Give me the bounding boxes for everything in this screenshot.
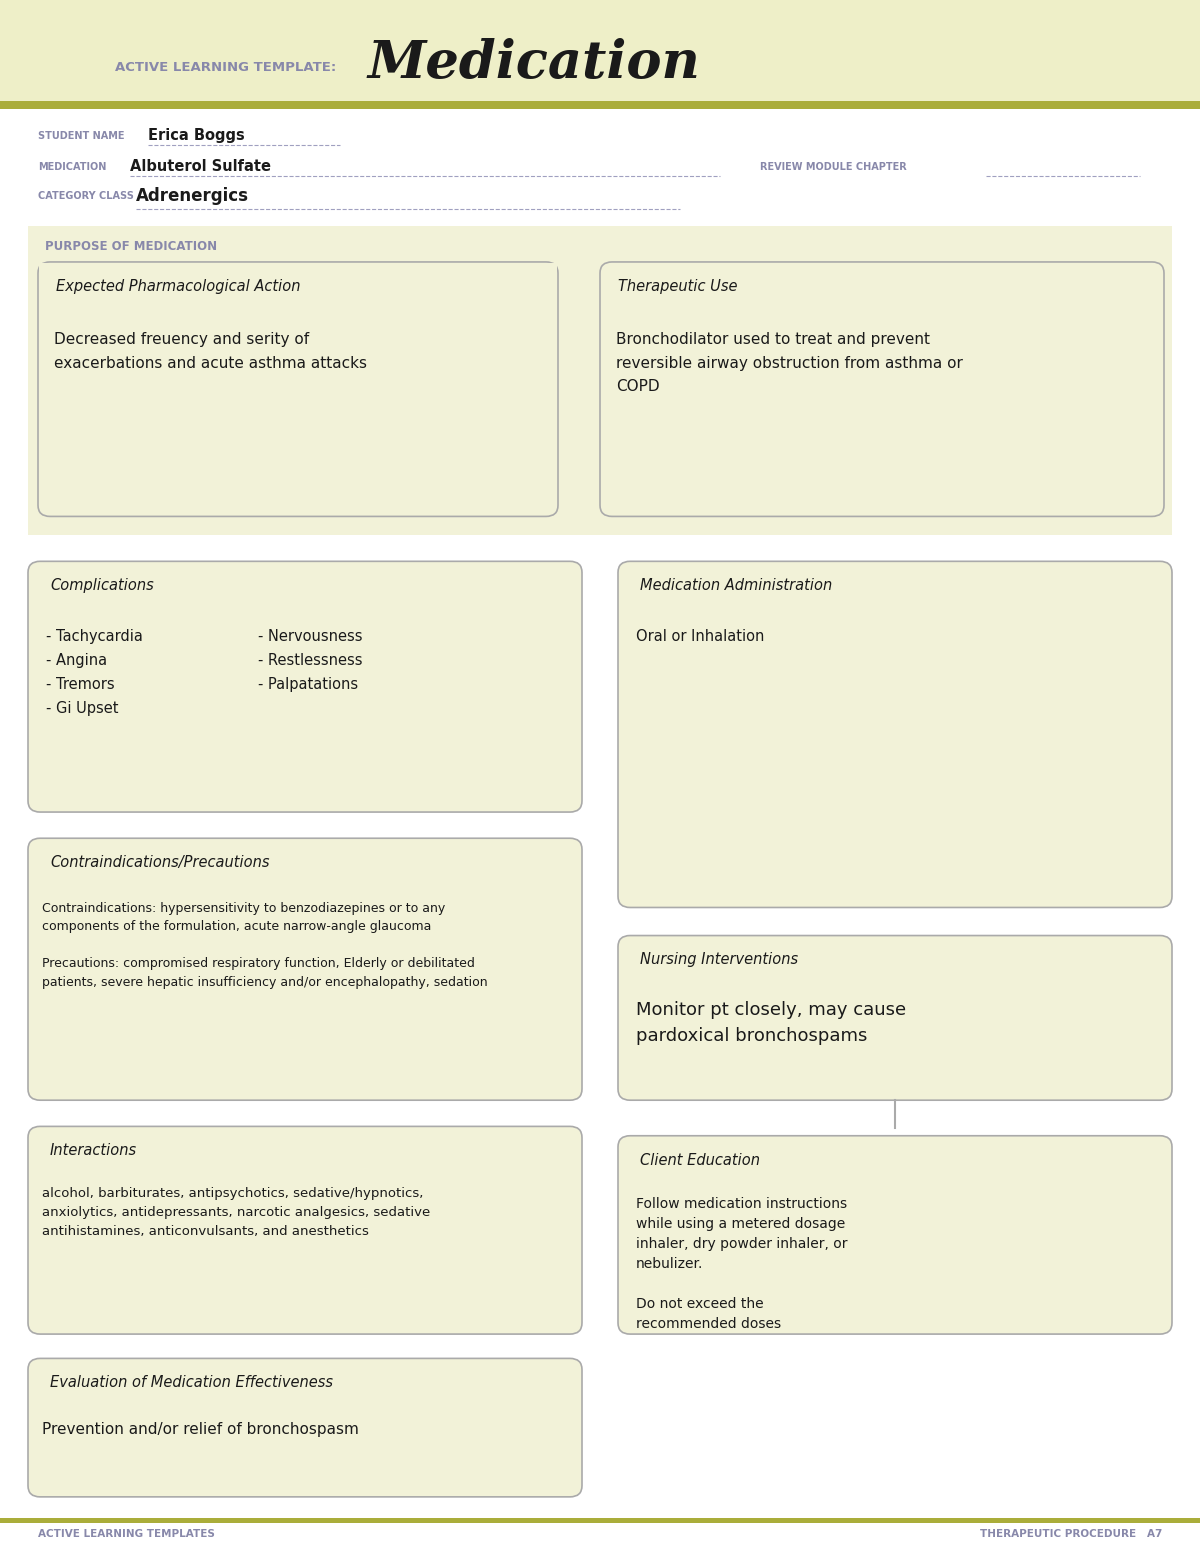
FancyBboxPatch shape bbox=[28, 839, 582, 1100]
Text: Bronchodilator used to treat and prevent
reversible airway obstruction from asth: Bronchodilator used to treat and prevent… bbox=[616, 332, 962, 394]
FancyBboxPatch shape bbox=[28, 561, 582, 812]
FancyBboxPatch shape bbox=[618, 561, 1172, 907]
Text: CATEGORY CLASS: CATEGORY CLASS bbox=[38, 191, 134, 202]
Text: Prevention and/or relief of bronchospasm: Prevention and/or relief of bronchospasm bbox=[42, 1423, 359, 1437]
Text: Adrenergics: Adrenergics bbox=[136, 188, 250, 205]
Text: ACTIVE LEARNING TEMPLATE:: ACTIVE LEARNING TEMPLATE: bbox=[115, 61, 336, 75]
Text: Erica Boggs: Erica Boggs bbox=[148, 129, 245, 143]
FancyBboxPatch shape bbox=[38, 262, 558, 517]
Text: Medication Administration: Medication Administration bbox=[640, 578, 833, 593]
Text: Oral or Inhalation: Oral or Inhalation bbox=[636, 629, 764, 643]
Text: THERAPEUTIC PROCEDURE   A7: THERAPEUTIC PROCEDURE A7 bbox=[980, 1530, 1163, 1539]
Text: Interactions: Interactions bbox=[50, 1143, 137, 1159]
Text: Therapeutic Use: Therapeutic Use bbox=[618, 280, 738, 294]
Text: Medication: Medication bbox=[368, 39, 701, 89]
Bar bbox=[28, 227, 1172, 536]
Text: Follow medication instructions
while using a metered dosage
inhaler, dry powder : Follow medication instructions while usi… bbox=[636, 1196, 847, 1331]
Bar bbox=[0, 101, 1200, 109]
Text: REVIEW MODULE CHAPTER: REVIEW MODULE CHAPTER bbox=[760, 162, 907, 171]
Text: Nursing Interventions: Nursing Interventions bbox=[640, 952, 798, 968]
Text: PURPOSE OF MEDICATION: PURPOSE OF MEDICATION bbox=[46, 241, 217, 253]
FancyBboxPatch shape bbox=[600, 262, 1164, 517]
Text: Expected Pharmacological Action: Expected Pharmacological Action bbox=[56, 280, 300, 294]
FancyBboxPatch shape bbox=[28, 1359, 582, 1497]
Text: - Nervousness
- Restlessness
- Palpatations: - Nervousness - Restlessness - Palpatati… bbox=[258, 629, 362, 691]
Text: Complications: Complications bbox=[50, 578, 154, 593]
Text: Contraindications: hypersensitivity to benzodiazepines or to any
components of t: Contraindications: hypersensitivity to b… bbox=[42, 902, 487, 989]
Text: alcohol, barbiturates, antipsychotics, sedative/hypnotics,
anxiolytics, antidepr: alcohol, barbiturates, antipsychotics, s… bbox=[42, 1186, 431, 1238]
Text: Contraindications/Precautions: Contraindications/Precautions bbox=[50, 856, 270, 870]
Text: Decreased freuency and serity of
exacerbations and acute asthma attacks: Decreased freuency and serity of exacerb… bbox=[54, 332, 367, 371]
FancyBboxPatch shape bbox=[28, 1126, 582, 1334]
Bar bbox=[38, 262, 557, 306]
Bar bbox=[0, 1519, 1200, 1523]
FancyBboxPatch shape bbox=[618, 935, 1172, 1100]
Text: Albuterol Sulfate: Albuterol Sulfate bbox=[130, 158, 271, 174]
Bar bbox=[0, 0, 1200, 101]
Text: ACTIVE LEARNING TEMPLATES: ACTIVE LEARNING TEMPLATES bbox=[38, 1530, 215, 1539]
Text: - Tachycardia
- Angina
- Tremors
- Gi Upset: - Tachycardia - Angina - Tremors - Gi Up… bbox=[46, 629, 143, 716]
Text: STUDENT NAME: STUDENT NAME bbox=[38, 130, 125, 141]
Text: Monitor pt closely, may cause
pardoxical bronchospams: Monitor pt closely, may cause pardoxical… bbox=[636, 1002, 906, 1045]
Text: Client Education: Client Education bbox=[640, 1152, 760, 1168]
Text: Evaluation of Medication Effectiveness: Evaluation of Medication Effectiveness bbox=[50, 1376, 334, 1390]
FancyBboxPatch shape bbox=[618, 1135, 1172, 1334]
Text: MEDICATION: MEDICATION bbox=[38, 162, 107, 171]
